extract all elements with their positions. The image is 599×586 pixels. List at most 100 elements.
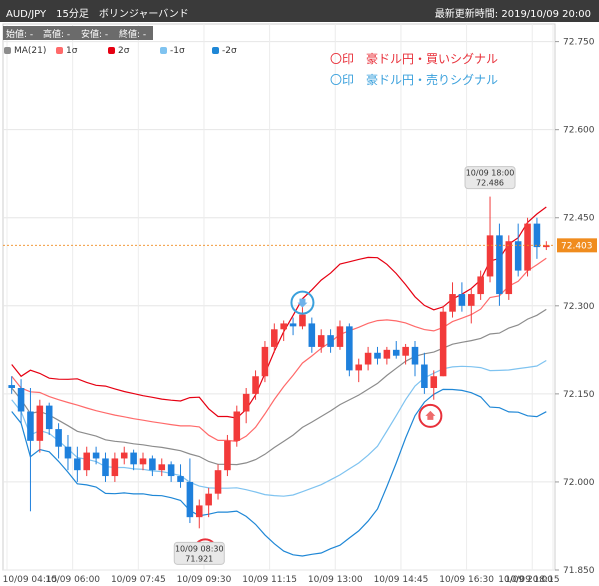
annotation-price: 71.921 <box>185 554 213 563</box>
chart-header: AUD/JPY 15分足 ボリンジャーバンド 最新更新時間: 2019/10/0… <box>0 0 599 22</box>
candle-body <box>317 335 325 347</box>
annotation-time: 10/09 18:00 <box>466 169 515 178</box>
candle-body <box>336 326 344 347</box>
candle-body <box>505 241 513 295</box>
candle-body <box>524 223 531 271</box>
x-tick-label: 10/09 09:30 <box>177 575 232 585</box>
open-value: 始値: - <box>6 30 34 40</box>
high-value: 高値: - <box>43 30 71 40</box>
candle-body <box>327 335 334 347</box>
candle-body <box>364 352 372 365</box>
bollinger-bands <box>11 206 547 557</box>
candle-body <box>514 241 522 271</box>
candle-body <box>195 505 203 518</box>
band-ma21 <box>11 308 547 466</box>
y-axis: 72.750 72.600 72.450 72.300 72.150 72.000 71.8… <box>3 38 597 576</box>
annotation-time: 10/09 08:30 <box>175 544 224 553</box>
candle-body <box>102 458 109 477</box>
band-plus-1sigma <box>11 257 547 443</box>
x-tick-label: 10/09 14:45 <box>374 575 429 585</box>
candle-body <box>271 329 278 347</box>
candle-body <box>167 464 175 477</box>
candle-body <box>186 481 194 518</box>
legend-label: 2σ <box>118 46 130 56</box>
candle-body <box>177 476 184 482</box>
candle-body <box>411 346 419 365</box>
y-tick-label: 72.000 <box>563 478 595 488</box>
close-value: 終値: - <box>119 30 147 40</box>
band-minus-1sigma <box>11 359 547 497</box>
candle-body <box>299 314 306 327</box>
candle-body <box>17 388 25 412</box>
candle-body <box>111 458 119 477</box>
candle-body <box>36 405 44 441</box>
legend-item-2sigma: 2σ <box>108 46 129 56</box>
candle-body <box>308 323 316 347</box>
candle-body <box>374 352 381 359</box>
chart-title: AUD/JPY 15分足 ボリンジャーバンド <box>6 9 189 20</box>
candle-body <box>289 323 297 327</box>
ohlc-readout: 始値: - 高値: - 安値: - 終値: - <box>3 26 153 40</box>
candle-body <box>130 452 137 465</box>
candle-body <box>477 276 484 295</box>
legend-label: MA(21) <box>14 46 47 56</box>
candle-body <box>139 458 147 465</box>
legend-swatch <box>160 47 167 54</box>
candle-body <box>383 349 391 359</box>
annotation-box <box>173 541 225 565</box>
candle-body <box>27 411 34 441</box>
candle-body <box>402 346 409 356</box>
y-tick-label: 72.750 <box>563 38 595 48</box>
candle-body <box>421 364 428 388</box>
candle-body <box>92 452 100 459</box>
x-tick-label: 10/09 20:00 <box>498 575 553 585</box>
x-tick-label: 10/09 06:00 <box>45 575 100 585</box>
x-tick-label: 10/09 13:00 <box>308 575 363 585</box>
legend-label: -2σ <box>222 46 237 56</box>
y-tick-label: 71.850 <box>563 566 595 576</box>
candle-body <box>242 393 250 412</box>
candle-body <box>64 446 72 459</box>
buy-arrow-icon <box>425 410 436 420</box>
legend-item-ma: MA(21) <box>4 46 46 56</box>
candle-body <box>149 458 156 471</box>
candle-body <box>158 464 166 471</box>
candle-body <box>280 323 287 330</box>
candle-body <box>355 364 363 371</box>
legend-item-1sigma: 1σ <box>56 46 77 56</box>
legend-item-minus2sigma: -2σ <box>212 46 237 56</box>
candle-body <box>449 294 456 312</box>
last-price-tag <box>557 238 597 253</box>
annotation-box <box>464 166 516 190</box>
candle-body <box>120 452 128 459</box>
low-value: 安値: - <box>81 30 109 40</box>
candle-body <box>496 235 503 295</box>
sell-arrow-icon <box>297 298 308 308</box>
legend-swatch <box>212 47 219 54</box>
x-tick-label: 10/09 07:45 <box>111 575 166 585</box>
y-tick-label: 72.450 <box>563 214 595 224</box>
legend-label: -1σ <box>170 46 185 56</box>
sell-signal-note: 〇印 豪ドル円・売りシグナル <box>330 73 499 87</box>
y-tick-label: 72.300 <box>563 302 595 312</box>
candle-body <box>45 405 53 430</box>
candle-body <box>252 376 259 394</box>
y-tick-label: 72.600 <box>563 126 595 136</box>
candle-body <box>224 440 231 471</box>
last-price-label: 72.403 <box>561 241 593 251</box>
candle-body <box>533 223 541 248</box>
candle-body <box>543 245 550 248</box>
annotation-price: 72.486 <box>476 179 504 188</box>
candle-body <box>233 411 241 441</box>
legend-swatch <box>108 47 115 54</box>
x-tick-label: 10/09 16:30 <box>439 575 494 585</box>
legend-swatch <box>4 47 11 54</box>
sell-signal-circle <box>290 290 315 315</box>
candle-body <box>55 429 62 447</box>
buy-signal-circle <box>418 403 443 428</box>
signal-markers <box>193 290 443 563</box>
candle-body <box>458 294 466 306</box>
candle-body <box>74 458 81 471</box>
